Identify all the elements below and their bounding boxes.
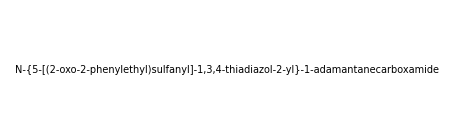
- Text: N-{5-[(2-oxo-2-phenylethyl)sulfanyl]-1,3,4-thiadiazol-2-yl}-1-adamantanecarboxam: N-{5-[(2-oxo-2-phenylethyl)sulfanyl]-1,3…: [14, 64, 439, 75]
